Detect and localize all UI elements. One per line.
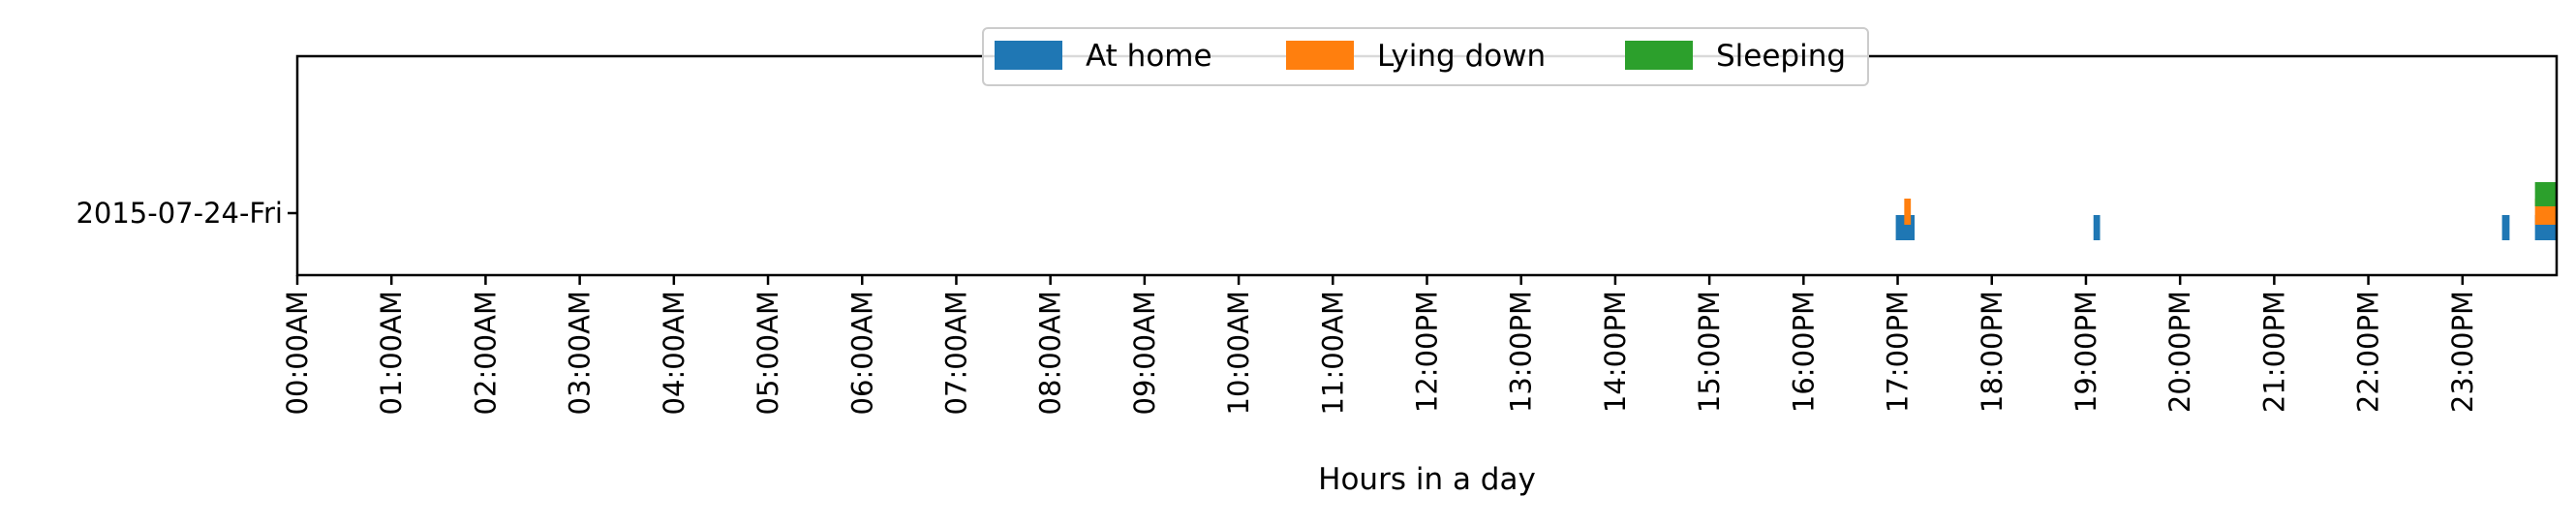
legend: At home Lying down Sleeping [982, 27, 1869, 86]
x-tick-label: 17:00PM [1882, 291, 1915, 413]
x-tick-label: 08:00AM [1034, 291, 1067, 415]
x-tick-label: 06:00AM [845, 291, 878, 415]
x-tick-label: 19:00PM [2070, 291, 2102, 413]
legend-label: Sleeping [1716, 39, 1846, 74]
x-tick-label: 16:00PM [1787, 291, 1820, 413]
y-tick-label: 2015-07-24-Fri [76, 197, 283, 230]
x-tick-label: 11:00AM [1316, 291, 1349, 415]
x-tick-label: 04:00AM [658, 291, 690, 415]
bar-lying-down [1904, 199, 1912, 225]
legend-label: Lying down [1377, 39, 1546, 74]
chart-marks [1895, 182, 2557, 240]
x-axis: 00:00AM 01:00AM 02:00AM 03:00AM 04:00AM 05:00… [281, 275, 2479, 415]
x-tick-label: 15:00PM [1693, 291, 1726, 413]
x-tick-label: 00:00AM [281, 291, 314, 415]
x-tick-label: 14:00PM [1599, 291, 1632, 413]
legend-label: At home [1086, 39, 1212, 74]
bar-at-home [2501, 215, 2510, 240]
x-tick-label: 12:00PM [1411, 291, 1444, 413]
x-tick-label: 03:00AM [564, 291, 597, 415]
x-tick-label: 05:00AM [751, 291, 784, 415]
x-tick-label: 22:00PM [2352, 291, 2385, 413]
x-tick-label: 07:00AM [939, 291, 972, 415]
x-tick-label: 13:00PM [1505, 291, 1538, 413]
x-tick-label: 20:00PM [2163, 291, 2196, 413]
x-axis-title: Hours in a day [1318, 462, 1536, 497]
legend-swatch [995, 41, 1062, 70]
x-tick-label: 18:00PM [1976, 291, 2009, 413]
x-tick-label: 01:00AM [375, 291, 408, 415]
y-axis: 2015-07-24-Fri [76, 197, 297, 230]
legend-swatch [1625, 41, 1693, 70]
x-tick-label: 10:00AM [1222, 291, 1255, 415]
x-tick-label: 09:00AM [1128, 291, 1161, 415]
legend-swatch [1286, 41, 1354, 70]
x-tick-label: 21:00PM [2257, 291, 2290, 413]
x-tick-label: 23:00PM [2446, 291, 2479, 413]
bar-at-home [2093, 215, 2101, 240]
bar-sleeping [2534, 182, 2557, 206]
x-tick-label: 02:00AM [469, 291, 502, 415]
